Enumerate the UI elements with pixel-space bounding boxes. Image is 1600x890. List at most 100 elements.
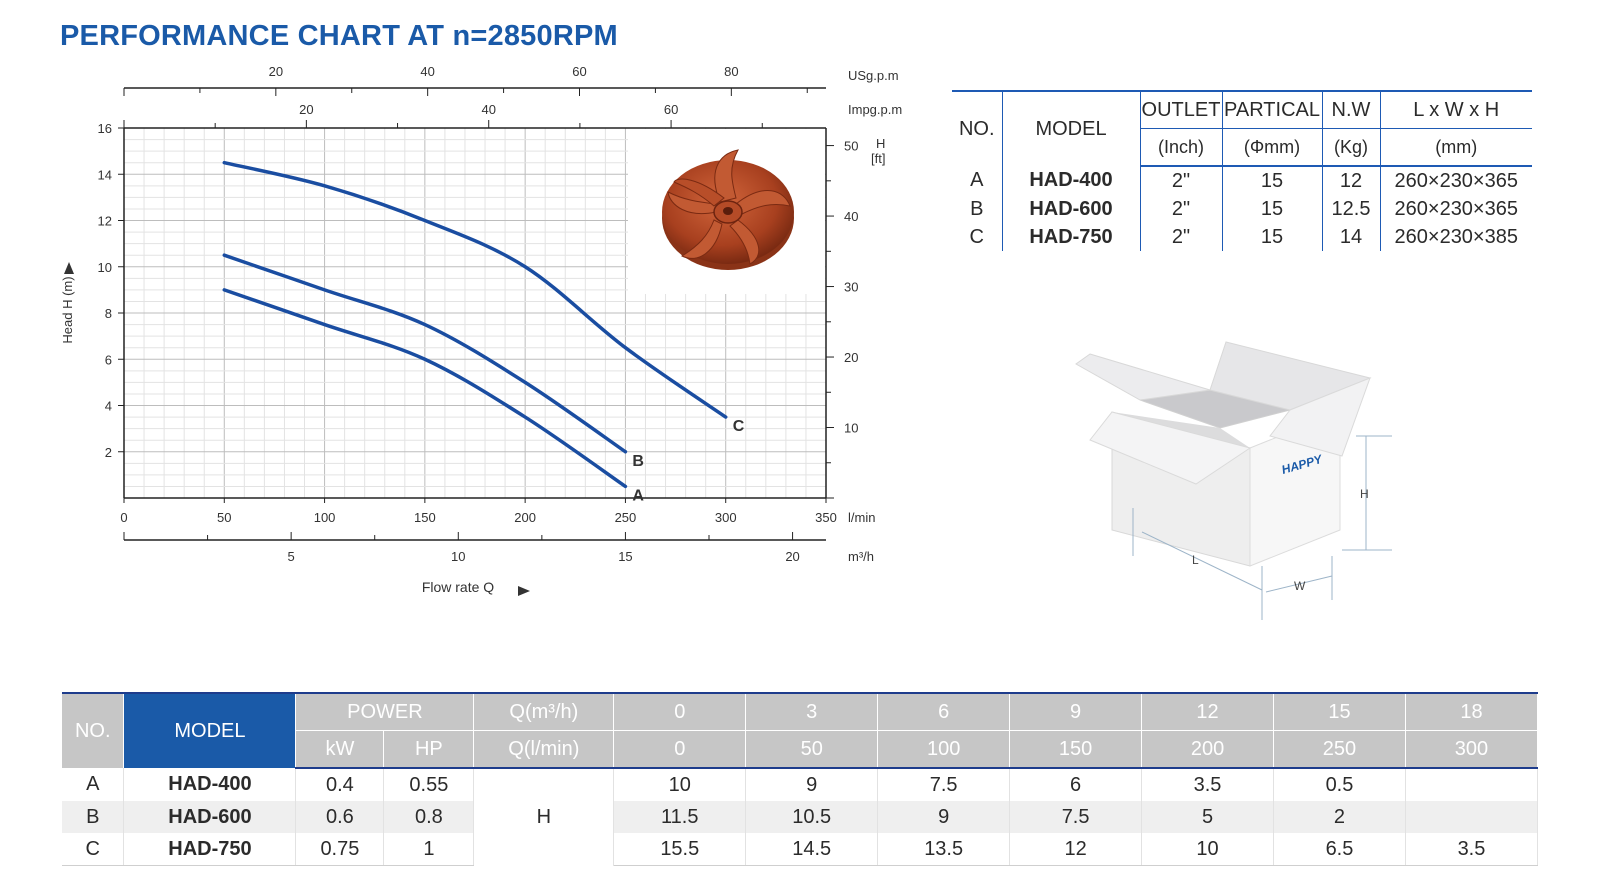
spec-row: B HAD-600 2" 15 12.5 260×230×365 bbox=[952, 195, 1532, 223]
perf-q-m3h-cell: 3 bbox=[745, 692, 879, 731]
ft-tick-label: 40 bbox=[844, 209, 858, 224]
y-tick-label: 10 bbox=[98, 260, 112, 275]
curve-b bbox=[222, 253, 628, 454]
perf-cell-value: 15.5 bbox=[613, 833, 747, 866]
y-tick-label: 8 bbox=[105, 306, 112, 321]
x-axis-label: Flow rate Q bbox=[422, 579, 494, 595]
x-tick-label: 350 bbox=[815, 510, 837, 525]
perf-q-m3h-cell: 6 bbox=[877, 692, 1011, 731]
perf-cell-value: 3.5 bbox=[1141, 768, 1274, 801]
usgpm-unit-label: USg.p.m bbox=[848, 68, 899, 83]
perf-cell-model: HAD-400 bbox=[123, 768, 297, 801]
perf-cell-hp: 0.8 bbox=[383, 801, 475, 833]
perf-q-lmin-cell: 250 bbox=[1273, 730, 1406, 769]
perf-q-lmin-cell: 100 bbox=[877, 730, 1011, 769]
curve-label-b: B bbox=[632, 453, 644, 470]
spec-cell-outlet: 2" bbox=[1139, 195, 1222, 223]
y-tick-label: 2 bbox=[105, 445, 112, 460]
m3h-tick-label: 10 bbox=[451, 549, 465, 564]
m3h-tick-label: 15 bbox=[618, 549, 632, 564]
perf-cell-no: C bbox=[62, 833, 125, 866]
spec-row: A HAD-400 2" 15 12 260×230×365 bbox=[952, 166, 1532, 195]
spec-row: C HAD-750 2" 15 14 260×230×385 bbox=[952, 223, 1532, 251]
y-tick-label: 16 bbox=[98, 121, 112, 136]
perf-cell-value: 12 bbox=[1009, 833, 1143, 866]
perf-row: A HAD-400 0.4 0.55 H 10 9 7.5 6 3.5 0.5 bbox=[62, 768, 1539, 866]
package-box-illustration: HAPPY H L W bbox=[1075, 341, 1392, 620]
perf-cell-value: 14.5 bbox=[745, 833, 879, 866]
spec-cell-outlet: 2" bbox=[1139, 223, 1222, 251]
perf-header-power: POWER bbox=[295, 692, 475, 731]
spec-cell-partical: 15 bbox=[1221, 195, 1322, 223]
perf-cell-value: 6.5 bbox=[1273, 833, 1406, 866]
perf-cell-hp: 1 bbox=[383, 833, 475, 866]
perf-q-lmin-cell: 150 bbox=[1009, 730, 1143, 769]
box-label-w: W bbox=[1294, 579, 1306, 593]
performance-chart: 2 4 6 8 10 12 14 16 Head H (m) 0 50 100 150 200 250 300… bbox=[60, 64, 1392, 620]
perf-header-hp: HP bbox=[383, 730, 475, 769]
spec-cell-partical: 15 bbox=[1221, 223, 1322, 251]
curve-c bbox=[222, 160, 728, 419]
perf-cell-hp: 0.55 bbox=[383, 768, 475, 801]
perf-q-m3h-cell: 9 bbox=[1009, 692, 1143, 731]
usgpm-tick-label: 40 bbox=[420, 64, 434, 79]
box-label-l: L bbox=[1192, 553, 1199, 567]
spec-header-no: NO. bbox=[952, 90, 1002, 166]
perf-cell-no: A bbox=[62, 768, 125, 801]
perf-q-m3h-cell: 15 bbox=[1273, 692, 1406, 731]
model-spec-table: NO. MODEL OUTLET PARTICAL N.W L x W x H … bbox=[952, 90, 1532, 251]
perf-cell-model: HAD-750 bbox=[123, 833, 297, 866]
m3h-tick-label: 5 bbox=[288, 549, 295, 564]
perf-cell-value: 2 bbox=[1273, 801, 1406, 833]
x-unit-label: l/min bbox=[848, 510, 875, 525]
perf-cell-no: B bbox=[62, 801, 125, 833]
spec-header-partical: PARTICAL bbox=[1221, 90, 1322, 129]
page-title: PERFORMANCE CHART AT n=2850RPM bbox=[60, 20, 618, 52]
perf-cell-value: 7.5 bbox=[877, 768, 1011, 801]
spec-header-outlet-unit: (Inch) bbox=[1139, 128, 1222, 167]
y-tick-label: 4 bbox=[105, 399, 112, 414]
spec-header-dims: L x W x H bbox=[1379, 90, 1532, 129]
y-axis-label: Head H (m) bbox=[60, 276, 75, 343]
x-tick-label: 300 bbox=[715, 510, 737, 525]
chart-series bbox=[222, 160, 728, 489]
x-tick-label: 100 bbox=[314, 510, 336, 525]
perf-cell-value: 11.5 bbox=[613, 801, 747, 833]
y-tick-label: 14 bbox=[98, 167, 112, 182]
x-tick-label: 0 bbox=[120, 510, 127, 525]
perf-cell-h-label: H bbox=[473, 768, 615, 866]
perf-header-model: MODEL bbox=[123, 692, 297, 768]
performance-table: NO. MODEL POWER Q(m³/h) 0 3 6 9 12 15 18… bbox=[62, 692, 1539, 866]
ft-tick-label: 30 bbox=[844, 280, 858, 295]
perf-cell-value: 0.5 bbox=[1273, 768, 1406, 801]
perf-cell-value: 6 bbox=[1009, 768, 1143, 801]
x-tick-label: 250 bbox=[615, 510, 637, 525]
perf-cell-kw: 0.4 bbox=[295, 768, 385, 801]
y-axis-arrow-icon bbox=[64, 262, 74, 274]
impgpm-tick-label: 20 bbox=[299, 102, 313, 117]
y-tick-label: 6 bbox=[105, 352, 112, 367]
perf-cell-value: 9 bbox=[745, 768, 879, 801]
impgpm-tick-label: 60 bbox=[664, 102, 678, 117]
spec-cell-no: A bbox=[970, 169, 984, 191]
perf-q-lmin-cell: 0 bbox=[613, 730, 747, 769]
y-tick-label: 12 bbox=[98, 214, 112, 229]
spec-cell-outlet: 2" bbox=[1139, 166, 1222, 195]
perf-row: B HAD-600 0.6 0.8 11.5 10.5 9 7.5 5 2 bbox=[62, 801, 1539, 833]
curve-label-c: C bbox=[733, 418, 745, 435]
ft-unit-label: H bbox=[876, 136, 885, 151]
spec-cell-nw: 14 bbox=[1321, 223, 1380, 251]
ft-tick-label: 50 bbox=[844, 139, 858, 154]
perf-cell-value bbox=[1405, 768, 1539, 801]
spec-header-nw-unit: (Kg) bbox=[1321, 128, 1380, 167]
chart-axes: 2 4 6 8 10 12 14 16 Head H (m) 0 50 100 150 200 250 300… bbox=[60, 64, 902, 596]
spec-header-partical-unit: (Φmm) bbox=[1221, 128, 1322, 167]
perf-cell-value: 10 bbox=[613, 768, 747, 801]
x-tick-label: 200 bbox=[514, 510, 536, 525]
usgpm-tick-label: 60 bbox=[572, 64, 586, 79]
ft-tick-label: 10 bbox=[844, 421, 858, 436]
spec-cell-nw: 12 bbox=[1321, 166, 1380, 195]
box-label-h: H bbox=[1360, 487, 1369, 501]
perf-cell-value: 10.5 bbox=[745, 801, 879, 833]
spec-cell-model: HAD-750 bbox=[1001, 223, 1140, 251]
